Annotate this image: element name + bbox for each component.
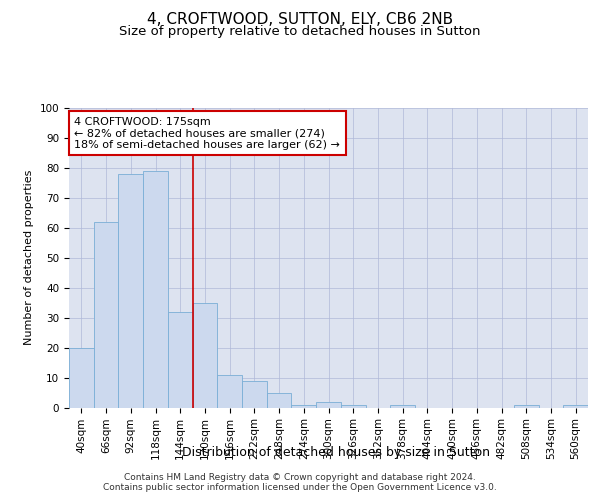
Bar	[143, 170, 168, 408]
Text: Distribution of detached houses by size in Sutton: Distribution of detached houses by size …	[182, 446, 490, 459]
Text: 4 CROFTWOOD: 175sqm
← 82% of detached houses are smaller (274)
18% of semi-detac: 4 CROFTWOOD: 175sqm ← 82% of detached ho…	[74, 116, 340, 150]
Bar	[118, 174, 143, 408]
Text: Contains HM Land Registry data © Crown copyright and database right 2024.
Contai: Contains HM Land Registry data © Crown c…	[103, 473, 497, 492]
Bar	[267, 392, 292, 407]
Bar	[341, 404, 365, 407]
Bar	[316, 402, 341, 407]
Bar	[168, 312, 193, 408]
Bar	[292, 404, 316, 407]
Bar	[514, 404, 539, 407]
Bar	[193, 302, 217, 408]
Bar	[94, 222, 118, 408]
Bar	[69, 348, 94, 408]
Text: 4, CROFTWOOD, SUTTON, ELY, CB6 2NB: 4, CROFTWOOD, SUTTON, ELY, CB6 2NB	[147, 12, 453, 28]
Bar	[390, 404, 415, 407]
Bar	[217, 374, 242, 408]
Text: Size of property relative to detached houses in Sutton: Size of property relative to detached ho…	[119, 25, 481, 38]
Y-axis label: Number of detached properties: Number of detached properties	[24, 170, 34, 345]
Bar	[563, 404, 588, 407]
Bar	[242, 380, 267, 407]
